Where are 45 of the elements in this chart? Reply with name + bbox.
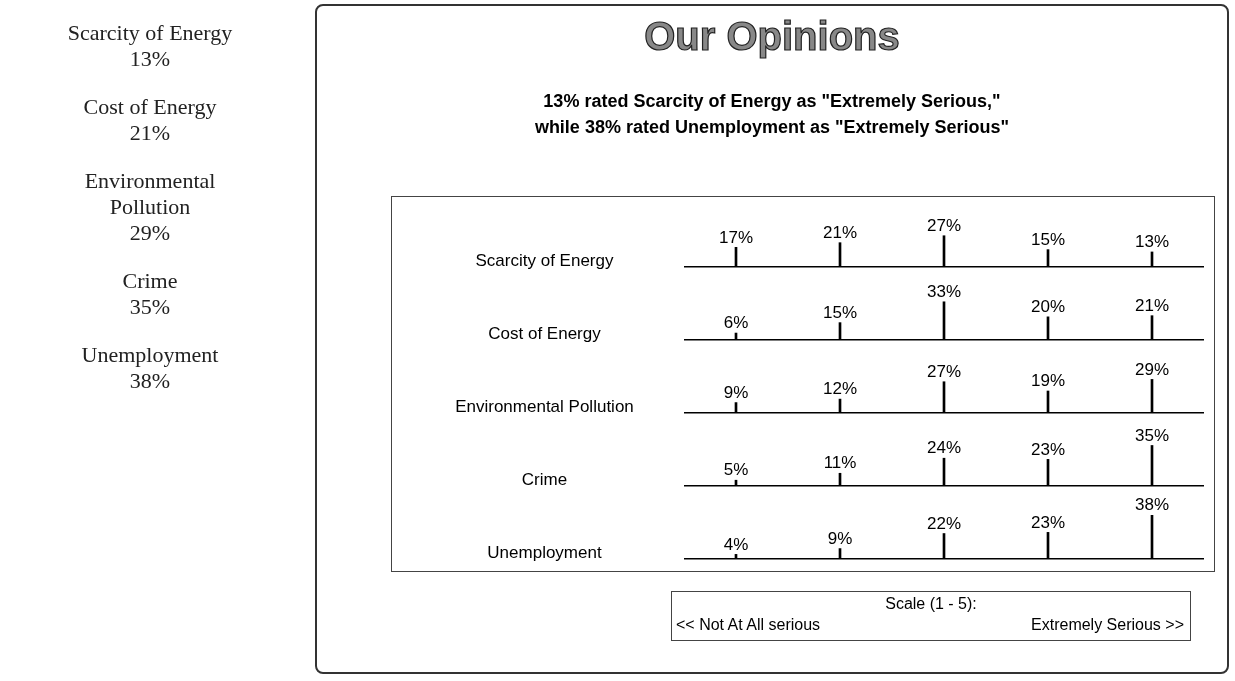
data-label: 21% bbox=[1134, 295, 1170, 315]
text: Scarcity of Energy bbox=[66, 20, 234, 46]
text: Extremely Serious >> bbox=[1031, 616, 1184, 634]
y-axis-title: Cost of Energy bbox=[487, 324, 602, 344]
text: << Not At All serious bbox=[676, 616, 821, 634]
data-label: 15% bbox=[822, 302, 858, 322]
text: 29% bbox=[128, 220, 172, 246]
text: Scale (1 - 5): bbox=[884, 595, 978, 613]
y-axis-title: Unemployment bbox=[486, 543, 603, 563]
data-label: 17% bbox=[718, 227, 754, 247]
chart-subtitle: 13% rated Scarcity of Energy as "Extremely Serious," while 38% rated Unemployment as "Extremely Serious" bbox=[533, 90, 1011, 139]
data-label: 4% bbox=[723, 534, 749, 554]
data-label: 21% bbox=[822, 222, 858, 242]
text: Crime bbox=[121, 268, 179, 294]
data-label: 12% bbox=[822, 379, 858, 399]
text: Cost of Energy bbox=[82, 94, 218, 120]
data-label: 22% bbox=[926, 513, 962, 533]
y-axis-title: Environmental Pollution bbox=[454, 397, 635, 417]
data-label: 9% bbox=[827, 528, 853, 548]
text: 13% bbox=[128, 46, 172, 72]
text: 35% bbox=[128, 294, 172, 320]
data-label: 6% bbox=[723, 313, 749, 333]
data-label: 20% bbox=[1030, 297, 1066, 317]
text: 38% bbox=[128, 368, 172, 394]
data-label: 19% bbox=[1030, 371, 1066, 391]
data-label: 9% bbox=[723, 382, 749, 402]
data-label: 11% bbox=[823, 453, 857, 473]
text: 21% bbox=[128, 120, 172, 146]
data-label: 27% bbox=[926, 361, 962, 381]
data-label: 33% bbox=[926, 281, 962, 301]
data-label: 23% bbox=[1030, 512, 1066, 532]
y-axis-title: Scarcity of Energy bbox=[474, 251, 615, 271]
data-label: 5% bbox=[723, 460, 749, 480]
data-label: 27% bbox=[926, 215, 962, 235]
data-label: 15% bbox=[1030, 229, 1066, 249]
data-label: 29% bbox=[1134, 359, 1170, 379]
text: Environmental Pollution bbox=[83, 168, 217, 220]
chart-title: Our Opinions bbox=[643, 14, 901, 59]
data-label: 23% bbox=[1030, 439, 1066, 459]
data-label: 24% bbox=[926, 438, 962, 458]
text: Unemployment bbox=[80, 342, 220, 368]
data-label: 35% bbox=[1134, 425, 1170, 445]
data-label: 38% bbox=[1134, 495, 1170, 515]
data-label: 13% bbox=[1134, 232, 1170, 252]
y-axis-title: Crime bbox=[520, 470, 569, 490]
